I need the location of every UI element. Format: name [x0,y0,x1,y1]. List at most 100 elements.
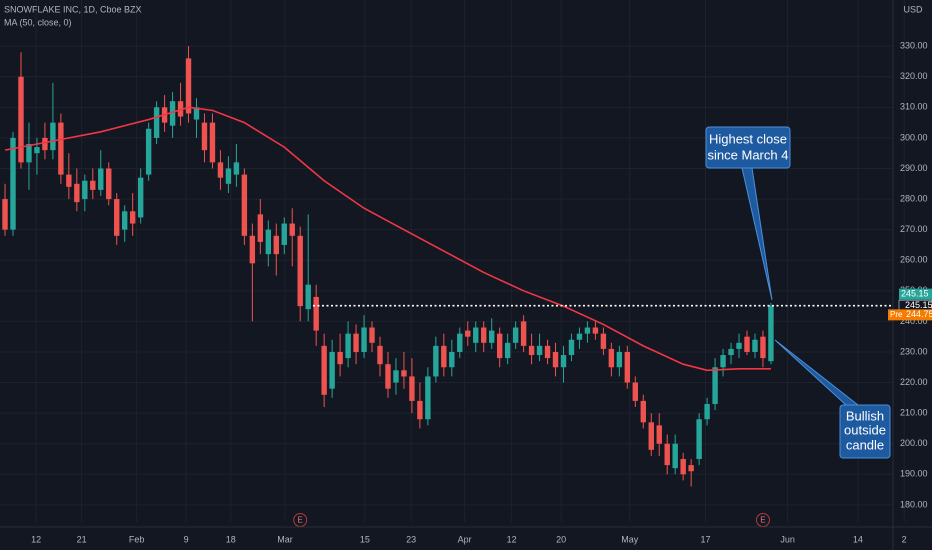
y-tick-label: 270.00 [900,224,928,234]
currency: USD [903,4,923,14]
candle-body [377,345,383,365]
candle-body [552,351,559,368]
candle-body [217,162,224,178]
candle-body [528,345,535,356]
last-price-label: 245.15 [901,289,929,299]
candle-body [449,351,455,368]
candle-body [82,180,88,200]
candle-body [393,370,399,383]
axis-labels: 330.00 320.00 310.00 300.00 290.00 280.00 270.… [31,41,932,544]
y-tick-label: 300.00 [900,132,928,142]
candle-body [225,168,232,184]
candle-body [58,122,64,175]
y-tick-label: 330.00 [900,41,928,51]
y-tick-label: 240.00 [900,316,928,326]
candle-body [169,101,176,126]
pre-price-tag [904,309,932,321]
candle-body [50,122,56,151]
candle-body [712,367,718,404]
candle-body [504,342,511,359]
candle-body [289,223,295,236]
candle-body [233,162,240,175]
y-tick-label: 220.00 [900,377,928,387]
candle-body [98,168,104,190]
candle-body [409,376,415,401]
callout-text: Bullish [846,408,884,423]
x-tick-label: 12 [31,534,41,544]
candle-body [26,144,32,163]
candle-body [616,351,623,368]
y-tick-label: 290.00 [900,163,928,173]
x-tick-label: 15 [360,534,370,544]
candle-body [481,327,487,343]
candle-body [2,199,8,230]
candle-body [193,107,200,120]
candle-body [337,351,343,365]
candle-body [361,327,367,352]
x-tick-label: 12 [507,534,517,544]
candle-body [177,101,184,117]
pre-price-label: 244.75 [906,309,932,319]
last-price-tag [899,288,932,300]
candle-body [121,211,128,230]
x-tick-label: Apr [458,534,472,544]
candle-body [680,459,686,475]
candle-body [281,223,287,245]
candle-body [129,211,136,224]
pre-tag [888,309,904,321]
x-tick-label: Mar [277,534,293,544]
x-tick-label: 17 [701,534,711,544]
callout-box [839,404,891,459]
candle-body [736,342,742,349]
y-tick-label: 320.00 [900,71,928,81]
candle-body [90,180,96,190]
candle-body [153,107,160,138]
candle-body [640,400,646,423]
candle-body [385,364,391,389]
candle-body [329,351,335,389]
candle-body [297,235,303,307]
candle-body [488,330,495,343]
indicator-label: MA (50, close, 0) [4,17,72,27]
y-tick-label: 180.00 [900,499,928,509]
candle-body [656,425,662,444]
callout-text: Highest close [709,131,787,146]
candle-body [624,351,631,383]
candle-body [401,370,407,377]
y-tick-label: 230.00 [900,346,928,356]
candle-body [241,174,248,236]
candle-body [433,345,439,377]
x-tick-label: 18 [226,534,236,544]
candle-body [512,327,519,343]
candle-body [417,400,423,420]
callout-text: since March 4 [708,147,789,162]
candle-body [473,327,479,343]
candle-body [465,330,471,337]
candle-body [66,174,72,187]
moving-average [4,106,771,372]
candle-body [10,137,16,230]
callout-text: outside [844,422,886,437]
candle-body [106,168,112,200]
y-tick-label: 310.00 [900,102,928,112]
x-tick-label: 14 [853,534,863,544]
candle-body [744,336,750,352]
candle-body [201,122,208,151]
candle-body [728,348,734,356]
candle-body [592,327,599,334]
x-tick-label: 21 [77,534,87,544]
y-tick-label: 210.00 [900,408,928,418]
y-tick-label: 190.00 [900,469,928,479]
earnings-label: E [298,516,303,525]
candle-body [457,333,463,352]
y-tick-label: 280.00 [900,193,928,203]
candle-body [752,339,758,352]
x-tick-label: 2 [902,534,907,544]
candle-body [42,137,48,151]
candle-body [265,229,272,255]
candle-body [185,58,192,114]
candle-body [441,345,447,368]
candle-body [568,339,575,356]
